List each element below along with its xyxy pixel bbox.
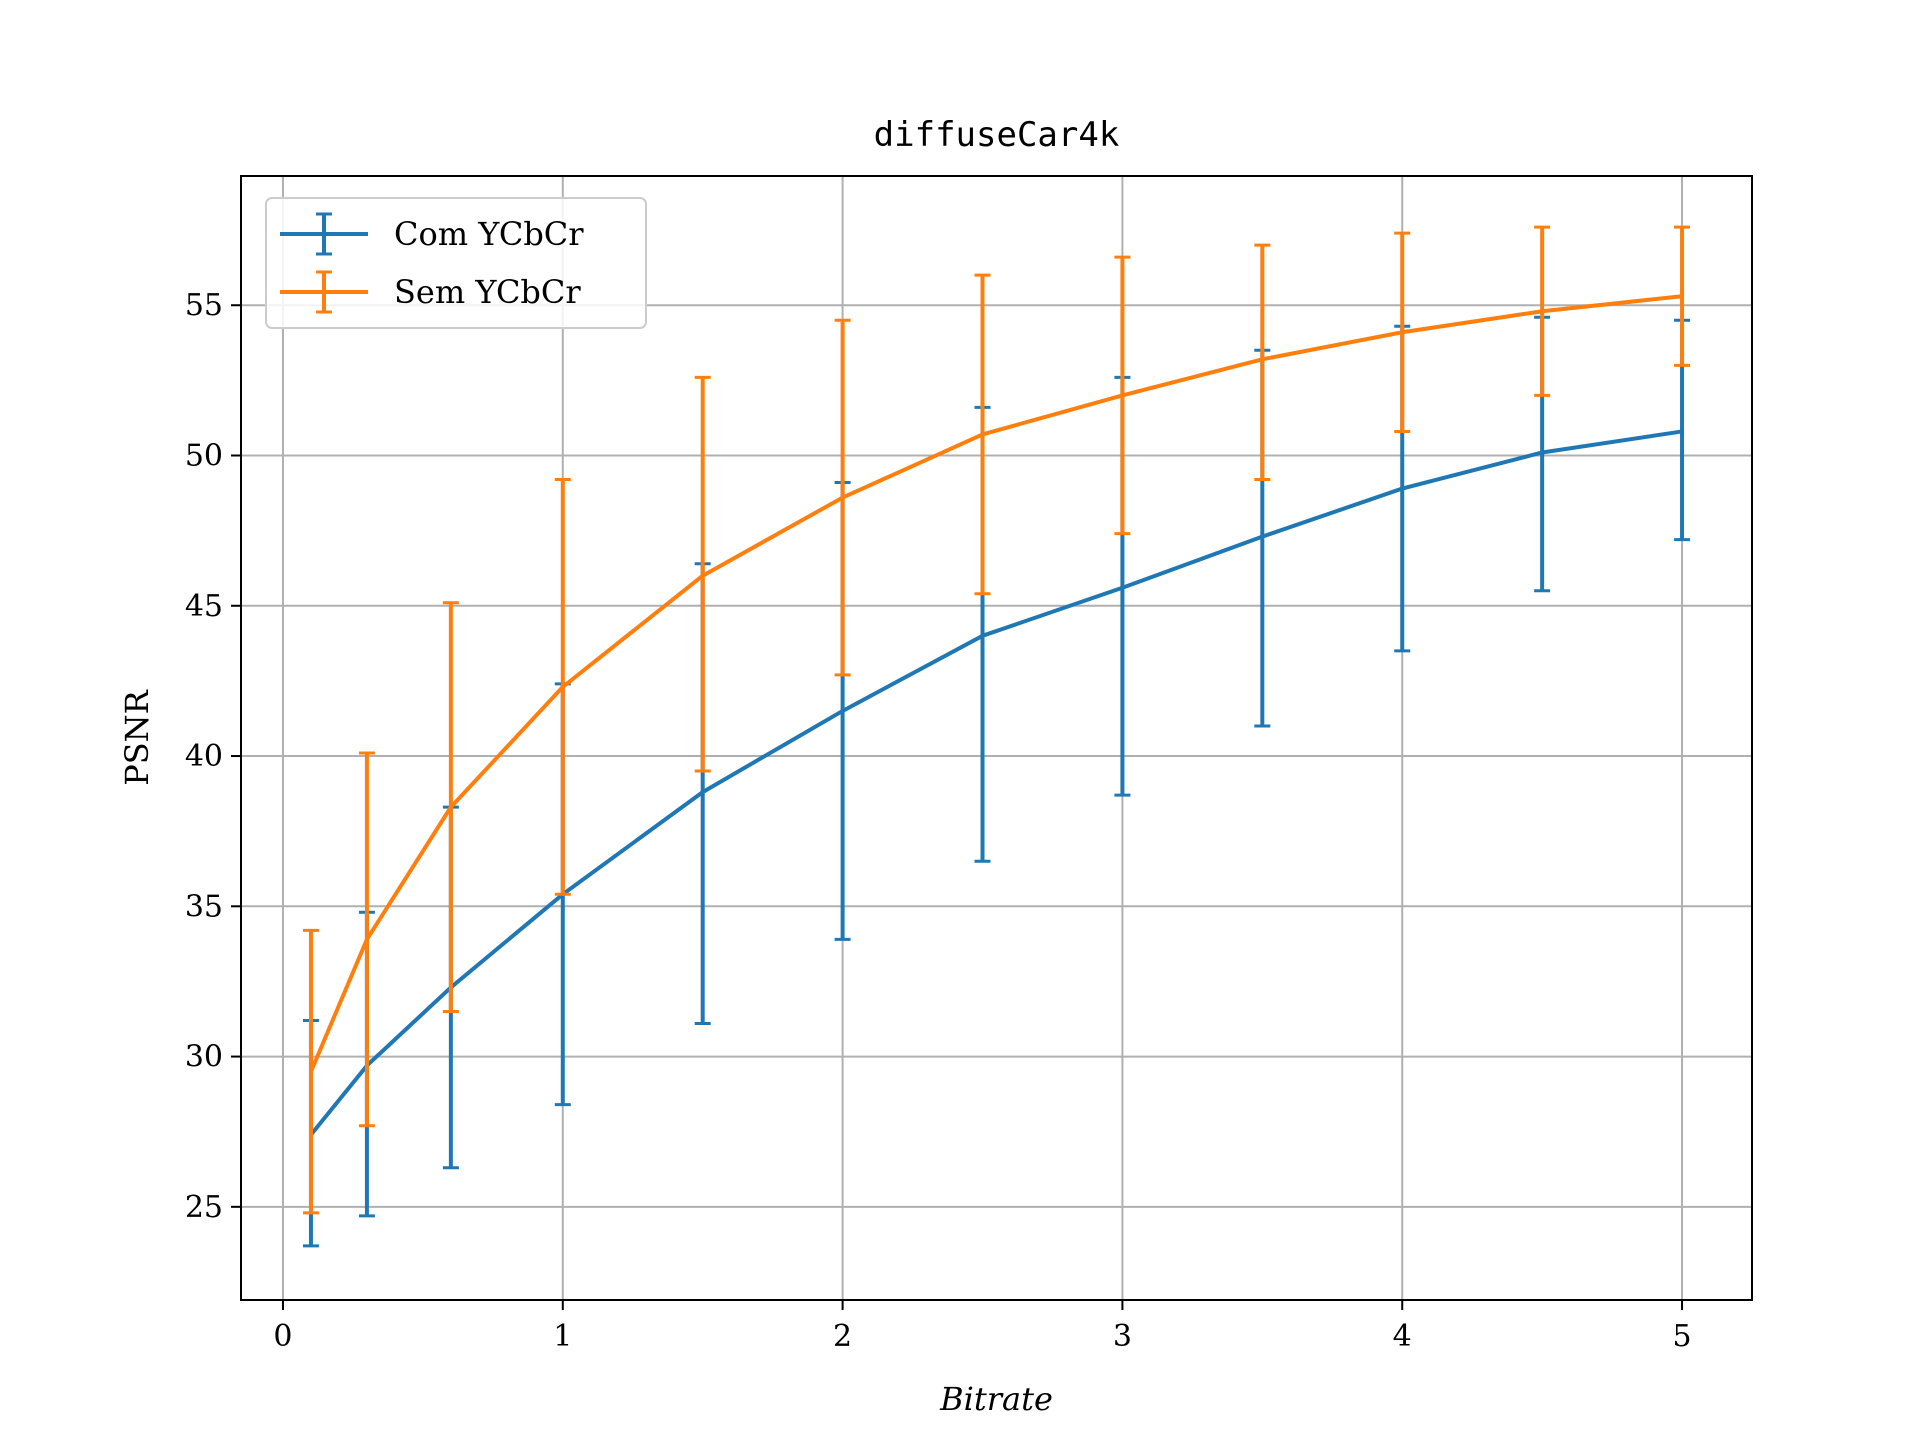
y-tick-label-5: 50: [185, 438, 223, 473]
x-tick-label-1: 1: [553, 1319, 572, 1354]
legend-box: [265, 197, 647, 329]
series-1: [302, 225, 1691, 1215]
x-tick-label-3: 3: [1113, 1319, 1132, 1354]
chart-title: diffuseCar4k: [874, 115, 1120, 155]
x-tick-label-4: 4: [1393, 1319, 1412, 1354]
legend-label-0: Com YCbCr: [394, 215, 584, 253]
legend-label-1: Sem YCbCr: [394, 273, 581, 311]
plot-frame: [240, 175, 1753, 1301]
y-tick-label-1: 30: [185, 1040, 223, 1075]
series-group: [302, 225, 1691, 1248]
x-tick-label-0: 0: [273, 1319, 292, 1354]
y-tick-label-4: 45: [185, 589, 223, 624]
x-axis-label: Bitrate: [939, 1380, 1053, 1418]
series-line-0: [309, 429, 1683, 1136]
y-tick-label-0: 25: [185, 1190, 223, 1225]
x-tick-label-2: 2: [833, 1319, 852, 1354]
y-tick-label-2: 35: [185, 889, 223, 924]
series-line-1: [309, 294, 1683, 1073]
x-tick-label-5: 5: [1672, 1319, 1691, 1354]
y-tick-label-3: 40: [185, 739, 223, 774]
y-tick-label-6: 55: [185, 288, 223, 323]
y-axis-label: PSNR: [118, 689, 156, 785]
legend: Com YCbCr Sem YCbCr: [265, 197, 647, 329]
